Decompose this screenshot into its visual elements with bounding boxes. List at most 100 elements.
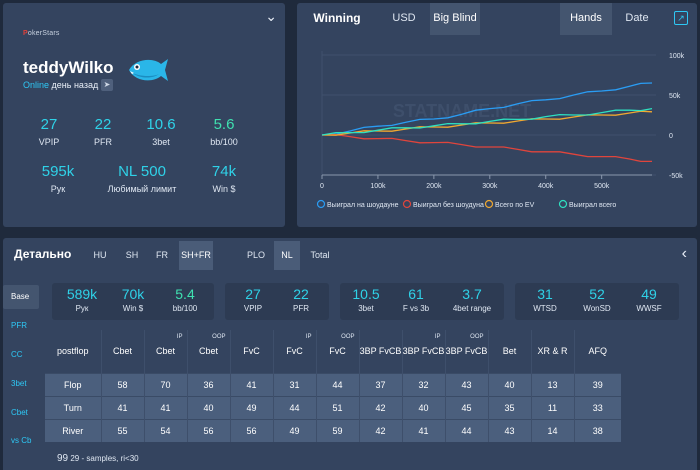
table-cell: 35 bbox=[487, 395, 531, 419]
table-cell: 11 bbox=[530, 395, 574, 419]
legend-marker bbox=[316, 199, 326, 209]
share-icon[interactable]: ➤ bbox=[101, 79, 113, 91]
stat-hands: 595k Рук bbox=[41, 163, 75, 194]
stat-vpip: 27 VPIP bbox=[38, 116, 60, 147]
fish-avatar-icon bbox=[129, 59, 168, 81]
side-item-3bet[interactable]: 3bet bbox=[11, 379, 27, 388]
details-title: Детально bbox=[14, 247, 72, 261]
stat-pfr: 22 PFR bbox=[94, 116, 112, 147]
table-cell: 41 bbox=[143, 395, 187, 419]
stat-3bet: 10.6 3bet bbox=[146, 116, 176, 147]
room-logo: PokerStars bbox=[23, 30, 60, 37]
stat-group-3bet: 10.5 3bet 61 F vs 3b 3.7 4bet range bbox=[340, 283, 504, 320]
column-header[interactable]: 3BP FvCB OOP bbox=[444, 330, 488, 373]
column-header[interactable]: postflop bbox=[45, 330, 101, 373]
tab-sh[interactable]: SH bbox=[125, 250, 139, 260]
tab-total[interactable]: Total bbox=[310, 250, 330, 260]
tab-fr[interactable]: FR bbox=[156, 250, 168, 260]
tab-hu[interactable]: HU bbox=[93, 250, 107, 260]
tab-usd[interactable]: USD bbox=[392, 12, 416, 24]
stat-3bet: 10.5 3bet bbox=[352, 286, 380, 313]
table-cell: 54 bbox=[143, 418, 187, 442]
column-header[interactable]: Cbet IP bbox=[143, 330, 187, 373]
table-cell: 44 bbox=[272, 395, 316, 419]
side-item-base[interactable]: Base bbox=[3, 285, 39, 309]
table-cell: 44 bbox=[315, 372, 359, 396]
table-cell: 58 bbox=[100, 372, 144, 396]
column-header[interactable]: AFQ bbox=[573, 330, 621, 373]
table-cell: 31 bbox=[272, 372, 316, 396]
stat-wtsd: 31 WTSD bbox=[533, 286, 557, 313]
table-cell: 41 bbox=[100, 395, 144, 419]
table-cell: 43 bbox=[487, 418, 531, 442]
stat-bb100: 5.6 bb/100 bbox=[210, 116, 238, 147]
tab-date[interactable]: Date bbox=[625, 12, 649, 24]
table-cell: 37 bbox=[358, 372, 402, 396]
winnings-chart-panel: Winning USD Big Blind Hands Date ↗ STATN… bbox=[297, 3, 697, 227]
chart-legend: Выиграл на шоудауне Выиграл без шоудуна Вс… bbox=[316, 199, 616, 209]
column-header[interactable]: FvC OOP bbox=[315, 330, 359, 373]
tab-big-blind[interactable]: Big Blind bbox=[430, 3, 480, 35]
status-text: Online bbox=[23, 80, 50, 90]
column-header[interactable]: 3BP FvCB bbox=[358, 330, 402, 373]
table-cell: 49 bbox=[229, 395, 273, 419]
table-cell: 70 bbox=[143, 372, 187, 396]
table-cell: 45 bbox=[444, 395, 488, 419]
chart-gridlines bbox=[321, 51, 656, 179]
side-item-cbet[interactable]: Cbet bbox=[11, 408, 28, 417]
tab-sh-fr[interactable]: SH+FR bbox=[179, 241, 213, 270]
table-cell: 56 bbox=[186, 418, 230, 442]
column-header[interactable]: Cbet OOP bbox=[186, 330, 230, 373]
column-header[interactable]: 3BP FvCB IP bbox=[401, 330, 445, 373]
legend-label: Всего по EV bbox=[495, 202, 535, 209]
stat-wwsf: 49 WWSF bbox=[636, 286, 662, 313]
table-cell: 42 bbox=[358, 395, 402, 419]
tab-plo[interactable]: PLO bbox=[246, 250, 265, 260]
legend-marker bbox=[558, 199, 568, 209]
legend-item: Выиграл всего bbox=[558, 199, 616, 209]
side-item-pfr[interactable]: PFR bbox=[11, 321, 27, 330]
side-item-vs-cb[interactable]: vs Cb bbox=[11, 436, 32, 445]
tab-nl[interactable]: NL bbox=[274, 241, 300, 270]
stat-4bet-range: 3.7 4bet range bbox=[452, 286, 492, 313]
stat-fold-vs-3bet: 61 F vs 3b bbox=[402, 286, 430, 313]
column-header[interactable]: Cbet bbox=[100, 330, 144, 373]
stat-group-showdown: 31 WTSD 52 WonSD 49 WWSF bbox=[515, 283, 679, 320]
column-header[interactable]: FvC IP bbox=[272, 330, 316, 373]
details-panel: Детально HU SH FR SH+FR PLO NL Total ‹ B… bbox=[3, 238, 697, 470]
table-cell: 38 bbox=[573, 418, 621, 442]
postflop-stats-table: postflop Cbet Cbet IP Cbet OOP FvC FvC IP FvC OOP 3… bbox=[45, 330, 621, 442]
collapse-chevron-icon[interactable]: ⌄ bbox=[265, 8, 277, 24]
legend-label: Выиграл всего bbox=[569, 202, 616, 209]
table-cell: 44 bbox=[444, 418, 488, 442]
x-tick-label: 100k bbox=[370, 183, 386, 190]
column-header[interactable]: FvC bbox=[229, 330, 273, 373]
x-tick-label: 200k bbox=[426, 183, 442, 190]
y-tick-label: 0 bbox=[669, 133, 673, 140]
tab-hands[interactable]: Hands bbox=[560, 3, 612, 35]
stat-pfr: 22 PFR bbox=[293, 286, 309, 313]
stat-hands: 589k Рук bbox=[66, 286, 98, 313]
legend-label: Выиграл без шоудуна bbox=[413, 201, 484, 209]
chart-title: Winning bbox=[313, 11, 361, 25]
chart-watermark: STATNAME.NET bbox=[393, 101, 531, 121]
column-header[interactable]: XR & R bbox=[530, 330, 574, 373]
table-cell: 41 bbox=[229, 372, 273, 396]
row-label: Turn bbox=[45, 395, 101, 419]
series-line bbox=[321, 82, 653, 136]
side-item-cc[interactable]: CC bbox=[11, 350, 23, 359]
expand-icon[interactable]: ↗ bbox=[674, 11, 688, 25]
player-name: teddyWilko bbox=[23, 58, 114, 77]
table-row: Flop 58 70 36 41 31 44 37 32 43 40 13 39 bbox=[45, 372, 621, 396]
chart-tabbar: Winning USD Big Blind Hands Date ↗ bbox=[297, 3, 697, 35]
chevron-left-icon[interactable]: ‹ bbox=[681, 245, 687, 262]
legend-label: Выиграл на шоудауне bbox=[327, 202, 399, 209]
stat-group-preflop: 27 VPIP 22 PFR bbox=[225, 283, 329, 320]
series-line bbox=[321, 110, 653, 136]
legend-marker bbox=[402, 199, 412, 209]
column-header[interactable]: Bet bbox=[487, 330, 531, 373]
legend-marker bbox=[484, 199, 494, 209]
stat-wonsd: 52 WonSD bbox=[583, 286, 611, 313]
table-cell: 39 bbox=[573, 372, 621, 396]
legend-item: Выиграл без шоудуна bbox=[402, 199, 484, 209]
